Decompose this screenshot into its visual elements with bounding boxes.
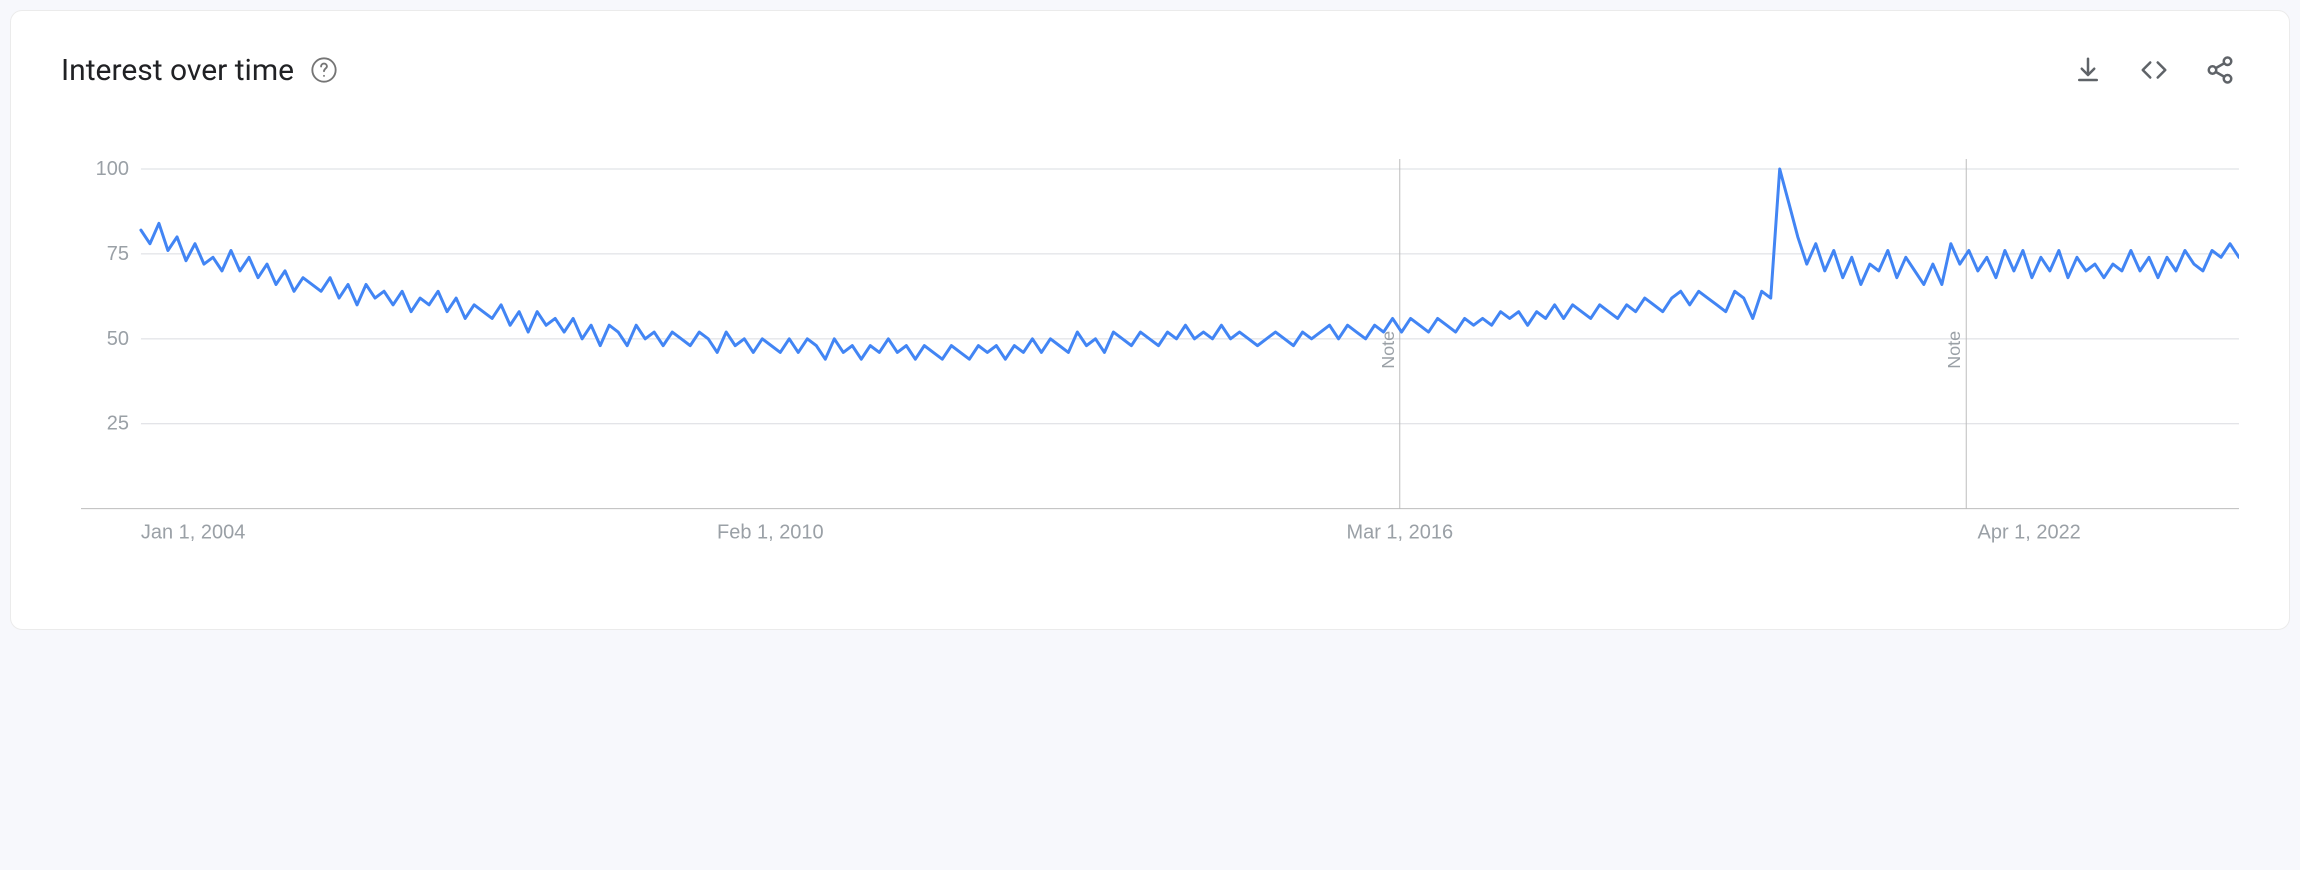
card-actions <box>2069 51 2239 89</box>
line-chart: 25 50 75 100 Note Note Jan 1, 2004 Feb 1, 2010 M… <box>61 149 2239 569</box>
card-title: Interest over time <box>61 53 294 88</box>
svg-text:Jan 1, 2004: Jan 1, 2004 <box>141 522 245 544</box>
svg-text:Apr 1, 2022: Apr 1, 2022 <box>1978 522 2081 544</box>
svg-text:100: 100 <box>96 158 129 180</box>
title-group: Interest over time <box>61 53 338 88</box>
svg-text:75: 75 <box>107 243 129 265</box>
svg-text:Note: Note <box>1944 331 1964 369</box>
svg-text:25: 25 <box>107 413 129 435</box>
card-header: Interest over time <box>61 51 2239 89</box>
svg-text:Mar 1, 2016: Mar 1, 2016 <box>1346 522 1453 544</box>
interest-over-time-card: Interest over time <box>10 10 2290 630</box>
svg-text:Feb 1, 2010: Feb 1, 2010 <box>717 522 824 544</box>
chart-svg: 25 50 75 100 Note Note Jan 1, 2004 Feb 1, 2010 M… <box>61 149 2239 569</box>
help-icon[interactable] <box>310 56 338 84</box>
share-button[interactable] <box>2201 51 2239 89</box>
svg-text:Note: Note <box>1378 331 1398 369</box>
download-button[interactable] <box>2069 51 2107 89</box>
embed-button[interactable] <box>2135 51 2173 89</box>
svg-text:50: 50 <box>107 328 129 350</box>
